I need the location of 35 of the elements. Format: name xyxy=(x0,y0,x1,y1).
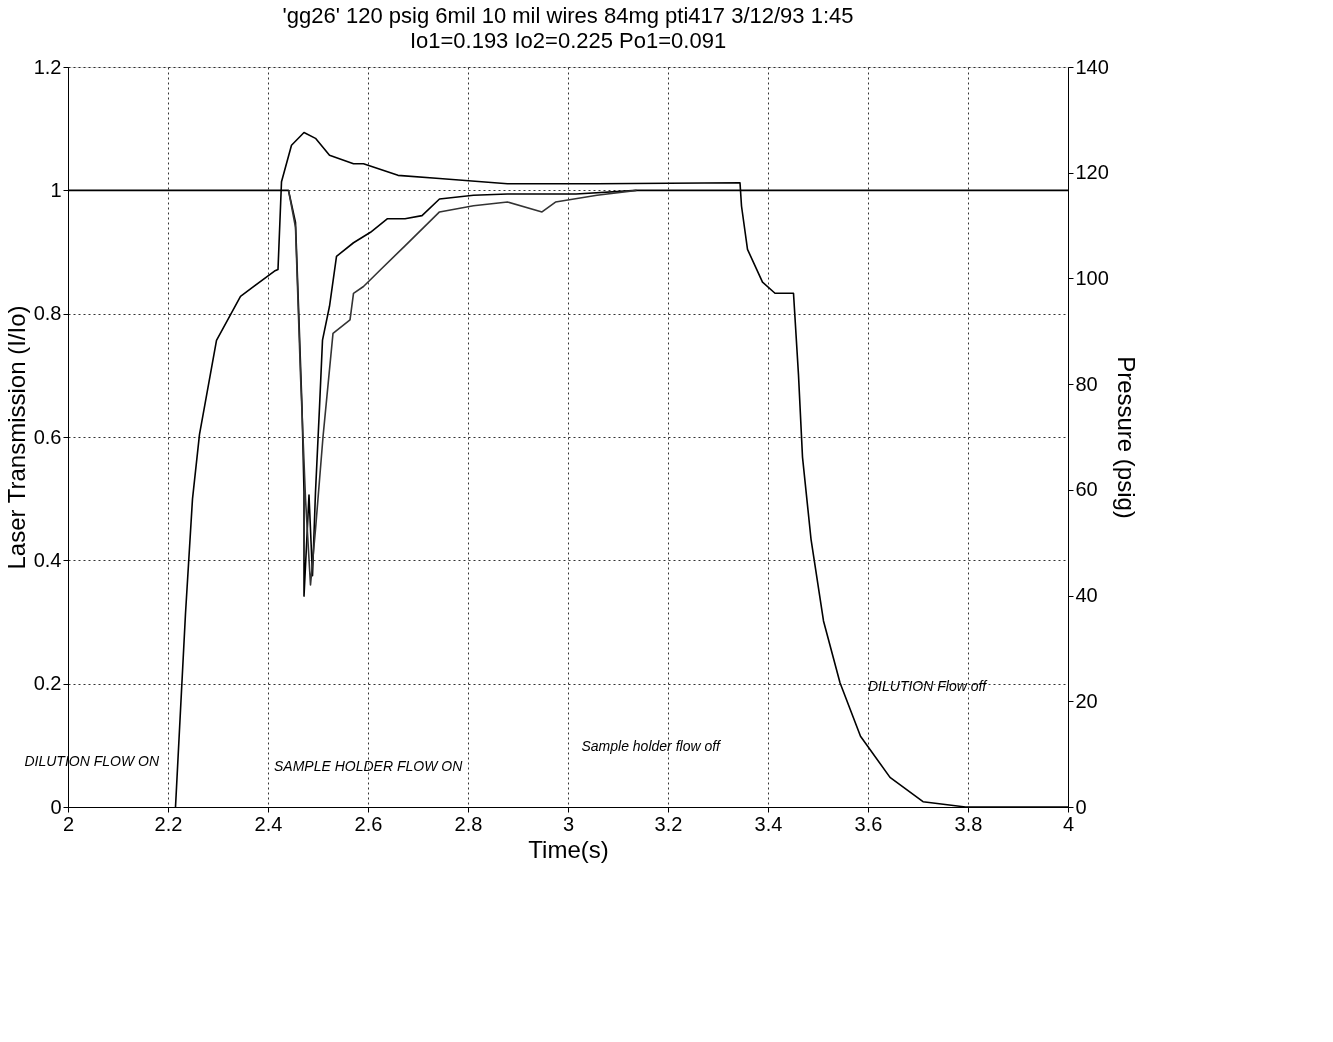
y-tick-label: 1 xyxy=(50,178,62,201)
chart-title: 'gg26' 120 psig 6mil 10 mil wires 84mg pti417 3/12/93 1:45 xyxy=(282,3,854,28)
y2-tick-label: 60 xyxy=(1075,478,1098,501)
y-tick-label: 0.4 xyxy=(33,548,62,571)
y2-tick-label: 40 xyxy=(1075,584,1098,607)
y-tick-label: 0.8 xyxy=(33,302,62,325)
x-tick-label: 3.8 xyxy=(954,812,983,835)
y2-tick-label: 120 xyxy=(1075,161,1109,184)
x-tick-label: 3 xyxy=(562,812,575,835)
x-tick-label: 2.4 xyxy=(254,812,283,835)
annotation: Sample holder flow off xyxy=(581,738,723,754)
x-tick-label: 3.4 xyxy=(754,812,783,835)
y2-tick-label: 100 xyxy=(1075,266,1109,289)
y2-tick-label: 80 xyxy=(1075,372,1098,395)
x-tick-label: 2.8 xyxy=(454,812,483,835)
y2-axis-title: Pressure (psig) xyxy=(1112,356,1140,519)
y-tick-label: 1.2 xyxy=(33,55,62,78)
y-tick-label: 0.2 xyxy=(33,672,62,695)
y-axis-title: Laser Transmission (I/Io) xyxy=(2,305,30,570)
x-tick-label: 2.6 xyxy=(354,812,383,835)
y-tick-label: 0.6 xyxy=(33,425,62,448)
line-series xyxy=(287,189,638,586)
x-tick-label: 4 xyxy=(1062,812,1075,835)
x-tick-label: 3.6 xyxy=(854,812,883,835)
x-tick-label: 2 xyxy=(62,812,75,835)
annotation: SAMPLE HOLDER FLOW ON xyxy=(274,758,464,774)
y-tick-label: 0 xyxy=(50,795,62,818)
y2-tick-label: 0 xyxy=(1075,795,1087,818)
annotation: DILUTION Flow off xyxy=(868,678,989,694)
x-tick-label: 3.2 xyxy=(654,812,683,835)
x-axis-title: Time(s) xyxy=(528,835,609,863)
x-tick-label: 2.2 xyxy=(154,812,183,835)
chart-subtitle: Io1=0.193 Io2=0.225 Po1=0.091 xyxy=(409,28,727,53)
y2-tick-label: 140 xyxy=(1075,55,1109,78)
y2-tick-label: 20 xyxy=(1075,689,1098,712)
